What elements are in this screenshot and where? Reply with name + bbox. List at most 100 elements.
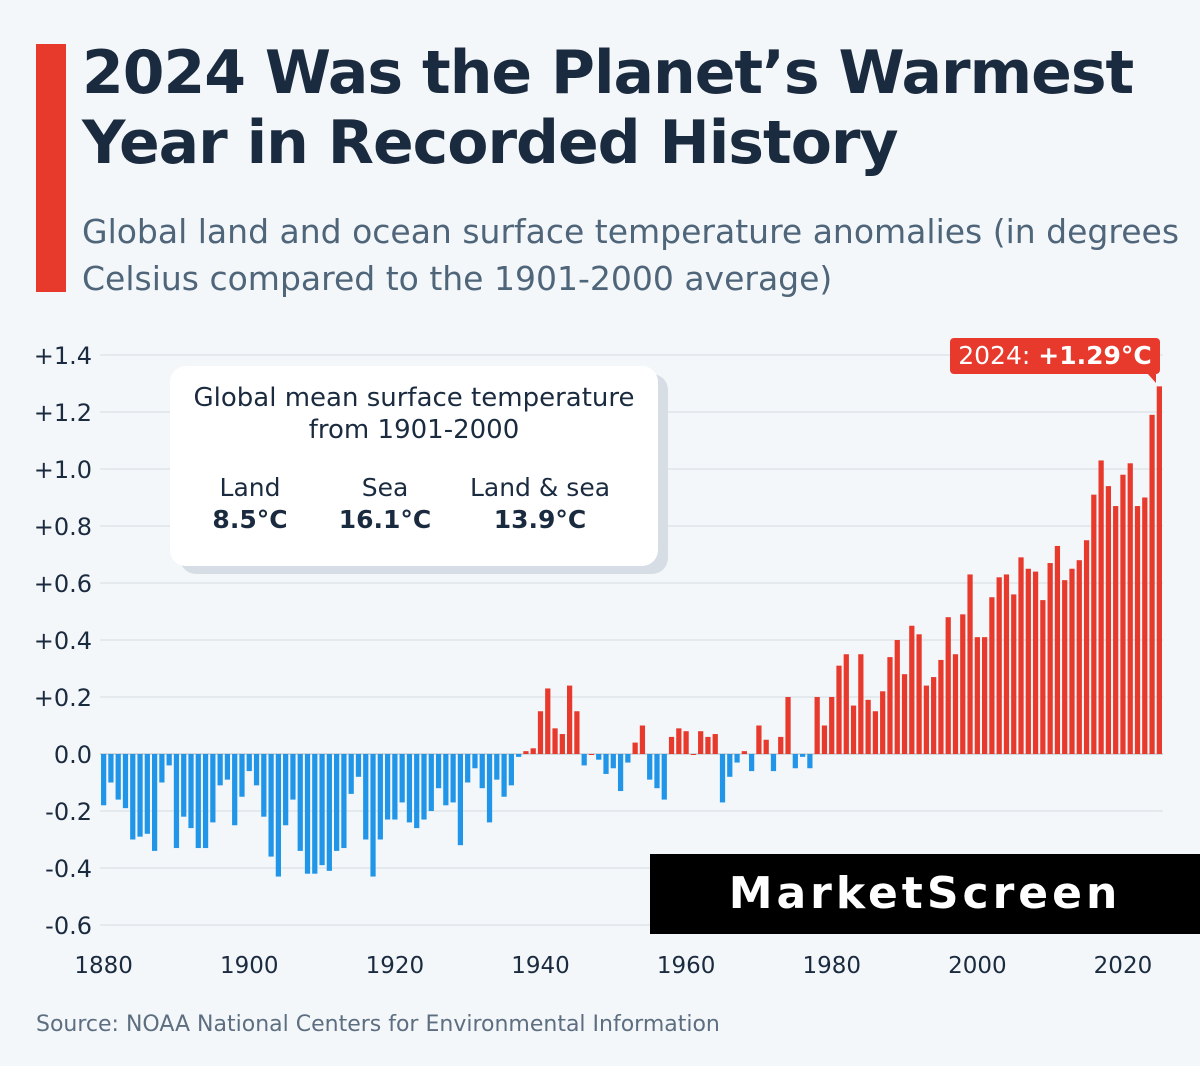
bar-1942 (552, 728, 558, 754)
bar-1946 (581, 754, 587, 766)
bar-1933 (486, 754, 493, 823)
bar-1899 (239, 754, 245, 797)
bar-1881 (108, 754, 114, 783)
watermark-logo: MarketScreen (650, 854, 1200, 934)
bar-1898 (232, 754, 238, 826)
x-axis-ticks: 1880 1900 1920 1940 1960 1980 2000 2020 (74, 953, 1152, 979)
bar-2002 (989, 597, 995, 754)
bar-1957 (661, 754, 667, 800)
bar-1949 (603, 754, 609, 774)
bar-1973 (778, 736, 784, 754)
bar-1913 (341, 754, 347, 849)
bar-1968 (741, 751, 747, 754)
bar-2004 (1003, 574, 1010, 754)
bar-1996 (945, 617, 951, 754)
bar-1994 (931, 677, 937, 754)
bar-1941 (545, 688, 551, 754)
bar-1920 (392, 754, 398, 820)
y-tick-label: -0.4 (45, 855, 92, 883)
bar-1950 (610, 754, 616, 769)
bar-2000 (974, 637, 980, 754)
bar-1959 (676, 728, 682, 754)
info-box-title: Global mean surface temperature from 190… (193, 383, 635, 445)
bar-1964 (712, 734, 718, 754)
bar-2014 (1076, 560, 1082, 754)
x-tick-label: 1940 (511, 953, 570, 979)
bar-1883 (122, 754, 129, 809)
bar-1921 (399, 754, 405, 803)
bar-1901 (253, 754, 260, 786)
bar-1953 (632, 742, 638, 754)
x-tick-label: 1880 (74, 953, 133, 979)
bar-1990 (901, 674, 908, 754)
y-tick-label: +0.8 (34, 513, 92, 541)
y-tick-label: +1.0 (34, 456, 92, 484)
bar-1954 (639, 725, 646, 754)
bar-1995 (938, 659, 944, 754)
bar-1935 (501, 754, 507, 797)
bar-1945 (574, 711, 580, 754)
bar-1922 (406, 754, 413, 823)
bar-2005 (1011, 594, 1017, 754)
bar-1924 (421, 754, 427, 820)
bar-1916 (363, 754, 369, 840)
page-title: 2024 Was the Planet’s Warmest Year in Re… (82, 38, 1134, 178)
bar-1885 (137, 754, 143, 837)
bar-1971 (763, 739, 769, 754)
bar-2016 (1091, 494, 1097, 754)
sea-value: 16.1°C (338, 505, 432, 534)
bar-1886 (144, 754, 150, 834)
bar-1917 (370, 754, 376, 877)
bar-1930 (465, 754, 471, 783)
bar-2009 (1040, 600, 1046, 754)
bar-1897 (224, 754, 231, 780)
bar-1911 (326, 754, 332, 871)
bar-1887 (151, 754, 158, 851)
bar-1962 (698, 731, 704, 754)
bar-1938 (523, 751, 529, 754)
bar-2012 (1062, 580, 1068, 754)
bar-2011 (1054, 545, 1061, 754)
bar-1923 (414, 754, 420, 829)
highlight-callout: 2024: +1.29°C (950, 338, 1160, 383)
bar-2025 (1156, 386, 1162, 754)
sea-label: Sea (361, 473, 409, 502)
callout-year: 2024: (958, 341, 1031, 370)
bar-1969 (749, 754, 755, 772)
bar-2018 (1105, 486, 1112, 754)
bar-1905 (283, 754, 289, 826)
bar-2020 (1120, 474, 1126, 754)
bar-1979 (821, 725, 828, 754)
bar-1894 (202, 754, 209, 849)
bar-1939 (530, 748, 536, 754)
bar-1889 (166, 754, 172, 766)
bars (101, 386, 1162, 877)
bar-2024 (1149, 414, 1155, 754)
bar-2019 (1113, 506, 1119, 754)
bar-1992 (916, 634, 922, 754)
bar-1978 (814, 697, 820, 754)
x-tick-label: 1900 (220, 953, 279, 979)
bar-1975 (792, 754, 798, 769)
bar-1895 (210, 754, 216, 823)
bar-1965 (719, 754, 726, 803)
bar-1915 (355, 754, 362, 777)
land-value: 8.5°C (212, 505, 288, 534)
bar-1980 (829, 697, 835, 754)
bar-1986 (872, 711, 879, 754)
bar-1912 (334, 754, 340, 851)
bar-1918 (377, 754, 383, 840)
bar-1902 (261, 754, 267, 817)
info-land-sea: Land & sea 13.9°C (450, 472, 630, 536)
bar-1919 (384, 754, 391, 820)
bar-1984 (858, 654, 864, 754)
bar-2006 (1018, 557, 1024, 754)
x-tick-label: 1920 (366, 953, 425, 979)
bar-1960 (683, 731, 689, 754)
bar-1982 (843, 654, 849, 754)
bar-1908 (304, 754, 311, 874)
bar-1882 (115, 754, 121, 800)
bar-1991 (909, 625, 915, 754)
bar-1936 (508, 754, 514, 786)
bar-1966 (727, 754, 733, 777)
